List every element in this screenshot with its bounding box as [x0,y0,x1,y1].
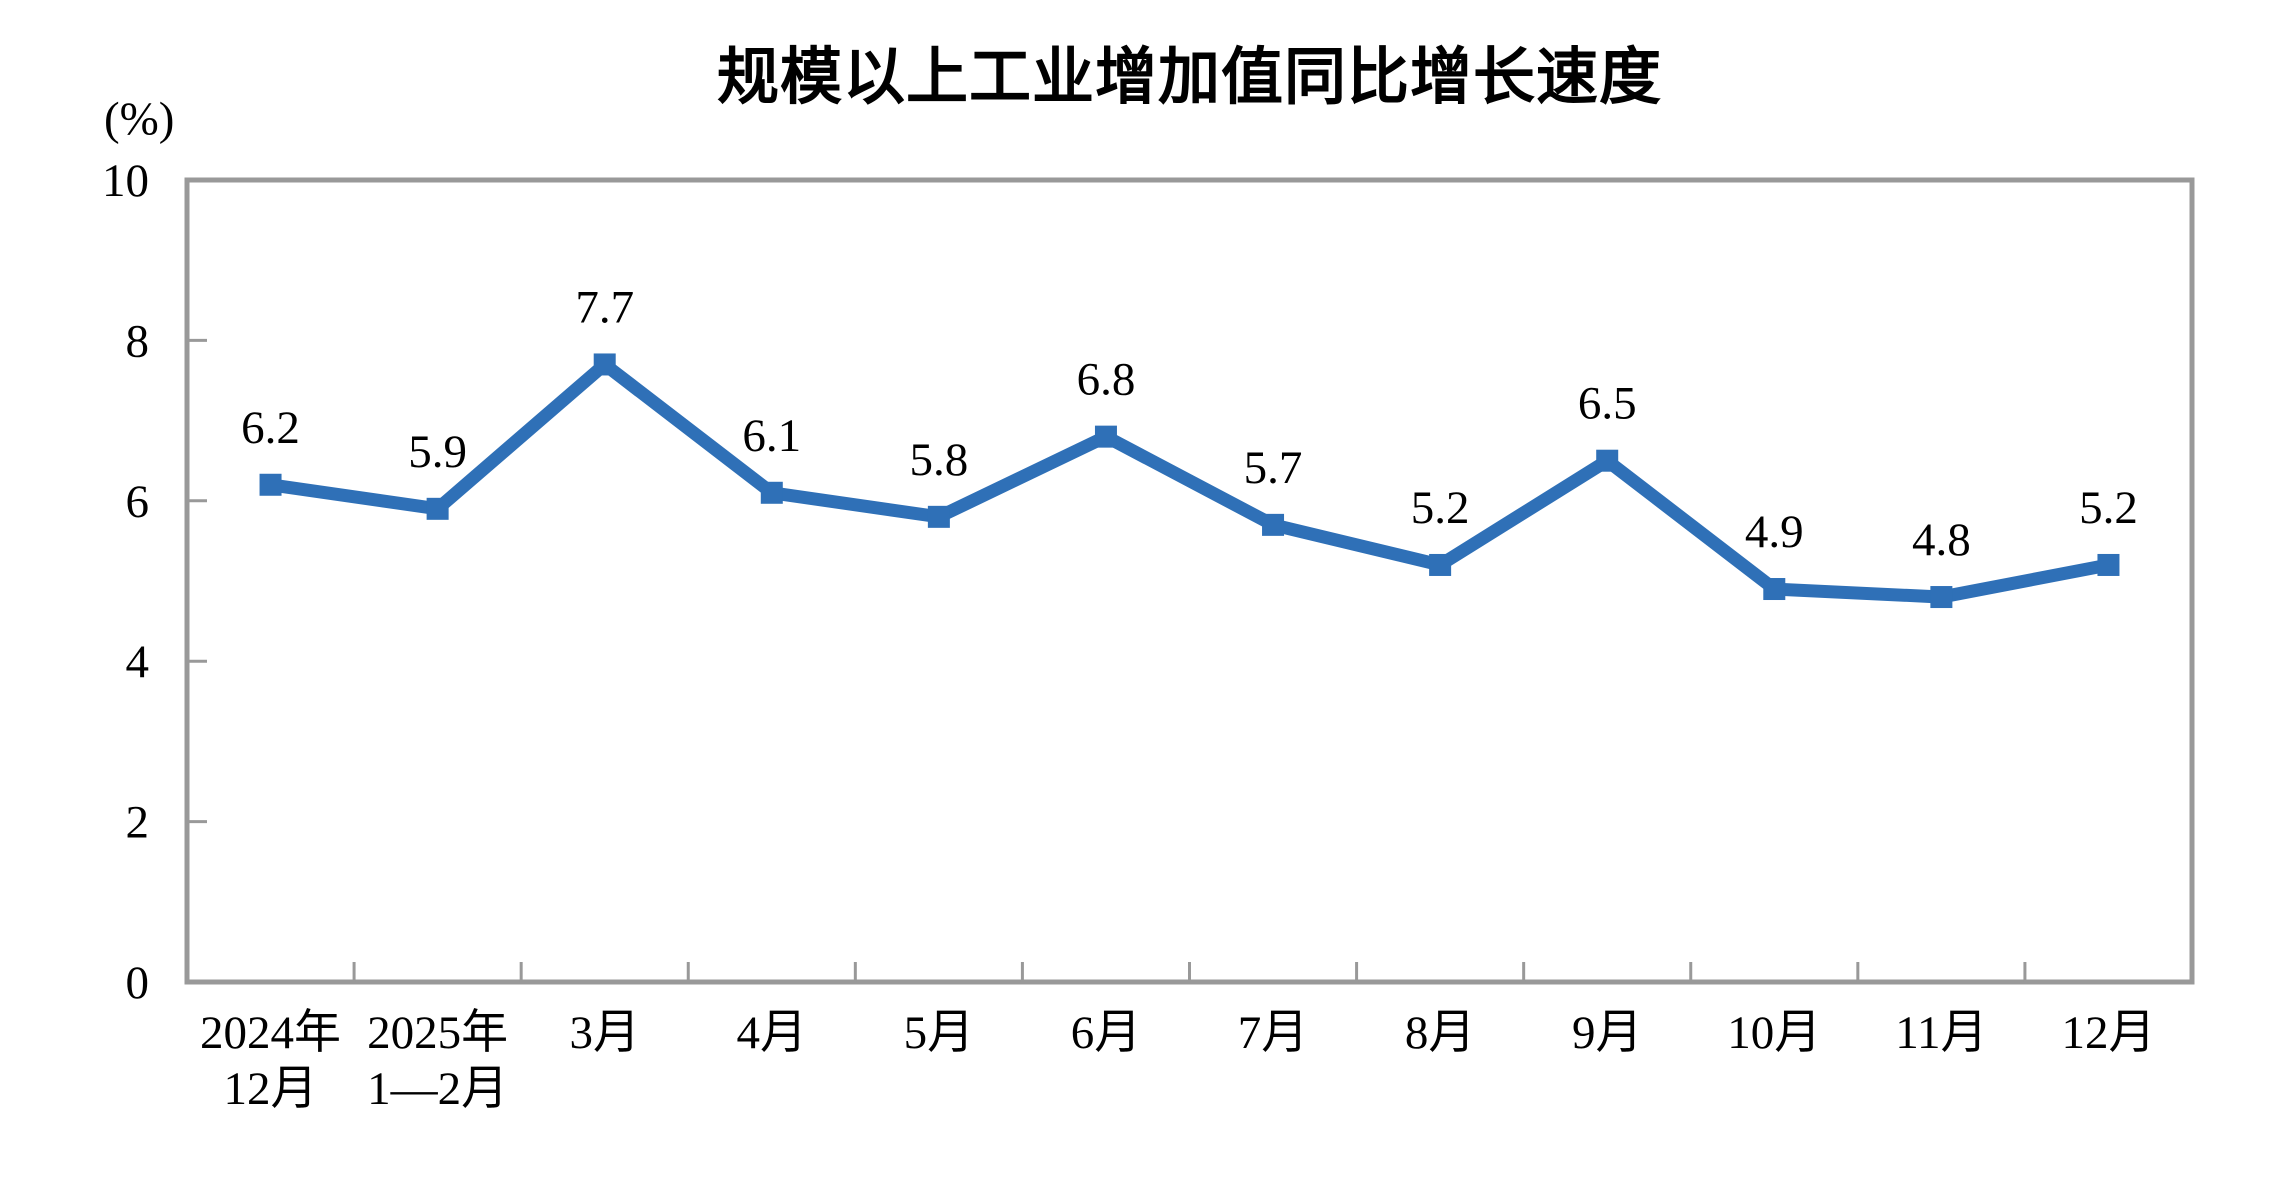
data-point-label: 6.1 [742,410,801,462]
data-point-label: 5.8 [910,434,969,486]
x-axis-category-label: 10月 [1727,1007,1821,1059]
data-point-label: 6.2 [241,402,300,454]
x-axis-category-label: 6月 [1071,1007,1142,1059]
x-axis-category-label: 11月 [1895,1007,1987,1059]
y-axis-tick-label: 2 [126,797,150,849]
x-axis-category-label: 4月 [737,1007,808,1059]
y-axis-tick-label: 0 [126,957,150,1009]
x-axis-category-label: 5月 [904,1007,975,1059]
data-point-marker [760,481,783,504]
data-point-marker [593,353,616,376]
data-point-marker [2097,553,2120,576]
chart-title: 规模以上工业增加值同比增长速度 [716,43,1662,112]
x-axis-category-label: 2024年 12月 [200,1007,341,1115]
data-point-marker [259,473,282,496]
data-point-label: 6.8 [1077,354,1136,406]
data-point-marker [1596,449,1619,472]
data-point-label: 7.7 [575,281,634,333]
data-point-marker [1429,553,1452,576]
y-axis-tick-label: 10 [102,155,149,207]
data-line [269,356,2110,604]
data-point-marker [426,497,449,520]
x-axis-category-label: 9月 [1572,1007,1643,1059]
data-point-marker [1930,586,1953,609]
plot-border [184,177,2195,985]
data-point-label: 5.7 [1244,442,1303,494]
data-point-marker [1763,578,1786,601]
data-point-label: 4.8 [1912,514,1971,566]
y-axis-tick-label: 4 [126,636,150,688]
x-axis-category-label: 7月 [1238,1007,1309,1059]
data-point-marker [1262,513,1285,536]
y-axis-tick-label: 8 [126,315,150,367]
x-axis-category-label: 3月 [569,1007,640,1059]
x-axis-category-label: 2025年 1—2月 [367,1007,508,1115]
data-point-label: 6.5 [1578,378,1637,430]
y-axis-tick-label: 6 [126,476,150,528]
data-point-label: 5.9 [408,426,467,478]
x-axis-category-label: 8月 [1405,1007,1476,1059]
data-point-marker [927,505,950,528]
data-point-marker [1094,425,1117,448]
data-point-label: 4.9 [1745,506,1804,558]
x-axis-category-label: 12月 [2061,1007,2155,1059]
y-axis-unit-label: (%) [104,93,175,145]
data-point-label: 5.2 [1411,482,1470,534]
data-point-label: 5.2 [2079,482,2138,534]
